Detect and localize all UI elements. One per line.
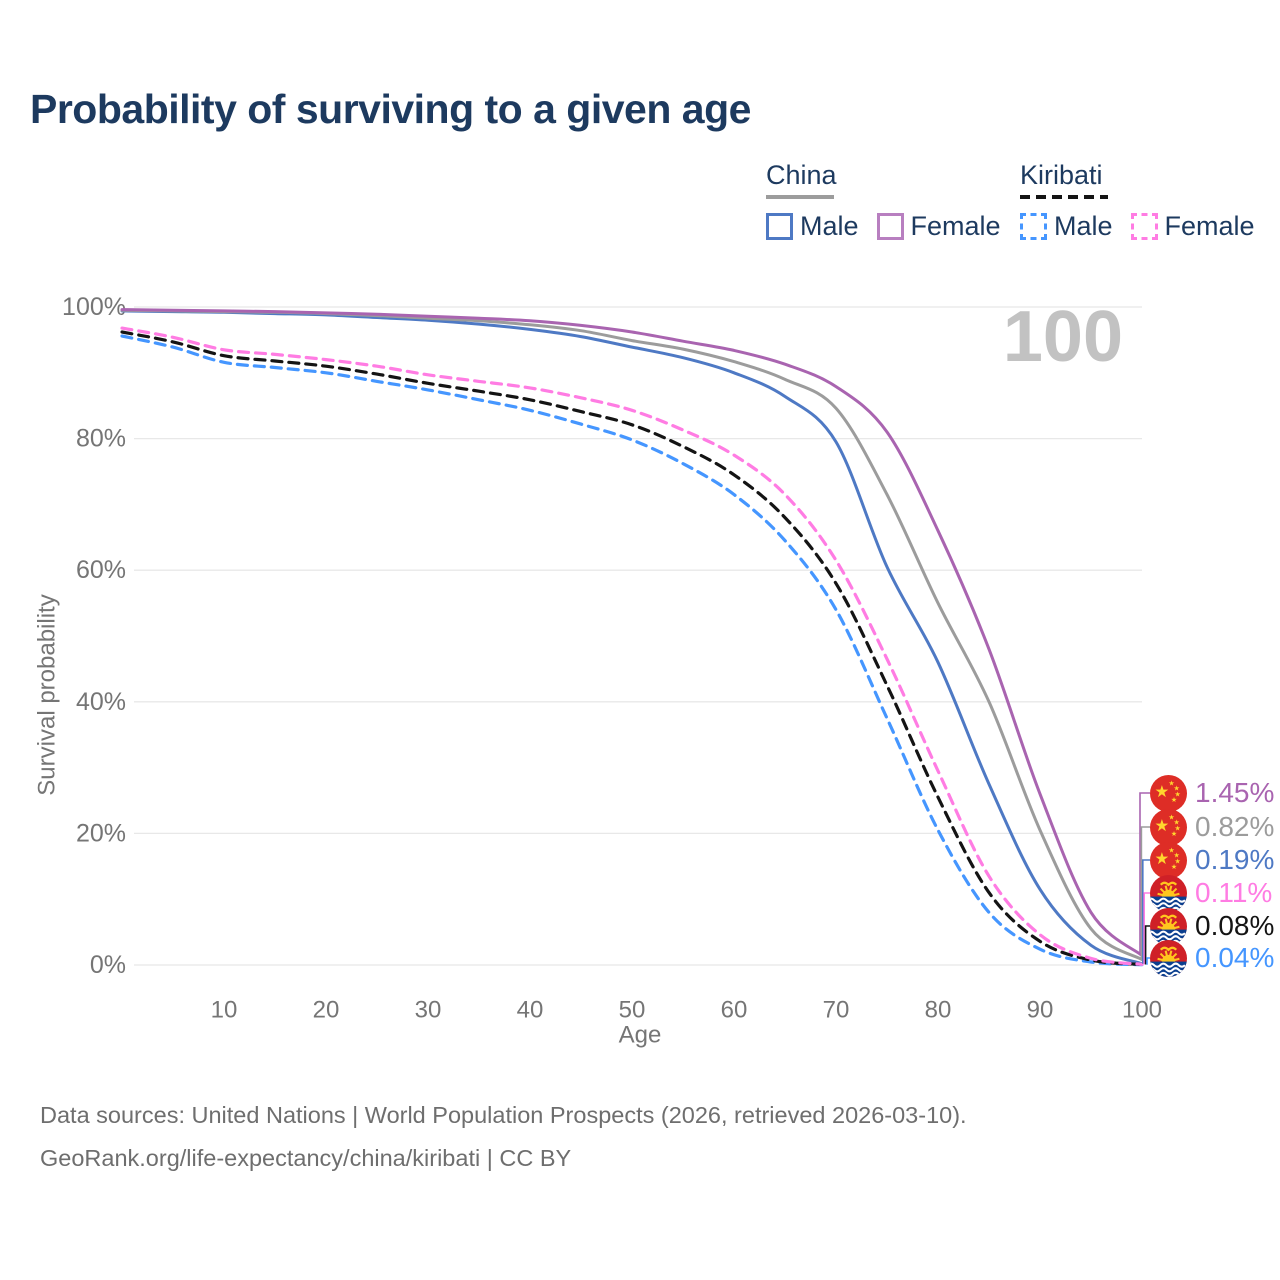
series-line-kiribati-female [120, 326, 1144, 966]
y-axis-title: Survival probability [34, 594, 61, 795]
x-tick-label: 30 [415, 997, 442, 1024]
svg-text:★: ★ [1168, 778, 1174, 787]
end-label-kiribati: 0.08% [1150, 907, 1275, 945]
legend-label-china-female: Female [910, 211, 1001, 241]
survival-value: 0.19% [1195, 844, 1275, 875]
kiribati-flag-icon [1150, 874, 1187, 912]
x-tick-label: 10 [211, 997, 238, 1024]
legend-item-china-female[interactable]: Female [876, 211, 1001, 242]
svg-text:★: ★ [1154, 849, 1169, 867]
y-tick-label: 20% [76, 819, 126, 847]
end-label-kiribati-male: 0.04% [1150, 939, 1275, 977]
legend-header-kiribati: Kiribati [1020, 160, 1103, 190]
legend-group-china: China Male Female [766, 160, 1001, 242]
series-line-kiribati [120, 330, 1144, 967]
series-line-china-female [120, 308, 1144, 957]
china-female-swatch-icon [876, 213, 904, 240]
legend-label-china-male: Male [800, 211, 859, 241]
kiribati-flag-icon [1150, 939, 1187, 977]
leader-line-china-male [1142, 859, 1150, 964]
legend-item-kiribati-female[interactable]: Female [1130, 211, 1255, 242]
x-axis-title: Age [619, 1022, 662, 1049]
leader-line-kiribati [1144, 925, 1150, 965]
svg-text:★: ★ [1173, 850, 1179, 859]
kiribati-dashed-line-icon [1020, 195, 1108, 199]
svg-text:★: ★ [1171, 829, 1177, 838]
china-solid-line-icon [766, 195, 834, 199]
survival-probability-chart[interactable]: 100% 80% 60% 40% 20% 0% 10 20 30 40 50 60 70 80 90 100 A… [0, 280, 1280, 1070]
kiribati-male-swatch-icon [1020, 213, 1047, 240]
kiribati-female-swatch-icon [1130, 213, 1158, 240]
china-flag-icon: ★ ★★★★ [1150, 808, 1187, 846]
china-male-swatch-icon [766, 213, 793, 240]
end-label-china-female: ★ ★ ★ ★ ★ 1.45% [1150, 774, 1275, 812]
survival-value: 0.04% [1195, 942, 1275, 973]
kiribati-flag-icon [1150, 907, 1187, 945]
y-tick-label: 80% [76, 425, 126, 453]
y-tick-label: 0% [90, 951, 126, 979]
leader-line-kiribati-female [1143, 892, 1150, 965]
svg-text:★: ★ [1171, 862, 1177, 871]
legend-header-china: China [766, 160, 837, 190]
leader-line-china-female [1139, 792, 1150, 956]
data-sources: Data sources: United Nations | World Pop… [40, 1094, 967, 1180]
y-tick-label: 100% [62, 293, 126, 321]
svg-text:★: ★ [1175, 856, 1181, 865]
legend-item-kiribati-male[interactable]: Male [1020, 211, 1113, 242]
svg-text:★: ★ [1154, 816, 1169, 834]
survival-value: 0.08% [1195, 910, 1275, 941]
legend-item-china-male[interactable]: Male [766, 211, 859, 242]
x-tick-label: 40 [517, 997, 544, 1024]
series-line-china [120, 308, 1144, 962]
end-label-china: ★ ★ ★ ★ ★ 0.82% [1150, 808, 1275, 846]
svg-text:★: ★ [1168, 812, 1174, 821]
svg-text:★: ★ [1175, 789, 1181, 798]
china-flag-icon: ★ ★★★★ [1150, 774, 1187, 812]
legend-label-kiribati-male: Male [1054, 211, 1113, 241]
y-tick-label: 60% [76, 556, 126, 584]
leader-line-china [1140, 826, 1150, 960]
svg-text:★: ★ [1154, 782, 1169, 800]
data-sources-line2: GeoRank.org/life-expectancy/china/kiriba… [40, 1145, 572, 1171]
survival-value: 0.82% [1195, 811, 1275, 842]
x-tick-label: 100 [1122, 997, 1162, 1024]
leader-line-kiribati-male [1146, 957, 1150, 965]
x-tick-label: 70 [823, 997, 850, 1024]
end-label-china-male: ★ ★ ★ ★ ★ 0.19% [1150, 841, 1275, 879]
data-sources-line1: Data sources: United Nations | World Pop… [40, 1102, 967, 1128]
hovered-age-indicator: 100 [1002, 297, 1123, 377]
x-tick-label: 80 [925, 997, 952, 1024]
series-line-kiribati-male [120, 334, 1144, 967]
svg-text:★: ★ [1171, 795, 1177, 804]
page-title: Probability of surviving to a given age [30, 86, 751, 132]
x-tick-label: 50 [619, 997, 646, 1024]
legend-label-kiribati-female: Female [1164, 211, 1255, 241]
svg-text:★: ★ [1175, 823, 1181, 832]
survival-value: 1.45% [1195, 777, 1275, 808]
svg-text:★: ★ [1173, 783, 1179, 792]
x-tick-label: 90 [1027, 997, 1054, 1024]
survival-value: 0.11% [1195, 877, 1273, 908]
svg-text:★: ★ [1168, 845, 1174, 854]
x-tick-label: 20 [313, 997, 340, 1024]
y-tick-label: 40% [76, 688, 126, 716]
legend-group-kiribati: Kiribati Male Female [1020, 160, 1255, 242]
china-flag-icon: ★ ★★★★ [1150, 841, 1187, 879]
x-tick-label: 60 [721, 997, 748, 1024]
svg-text:★: ★ [1173, 817, 1179, 826]
end-label-kiribati-female: 0.11% [1150, 874, 1273, 912]
